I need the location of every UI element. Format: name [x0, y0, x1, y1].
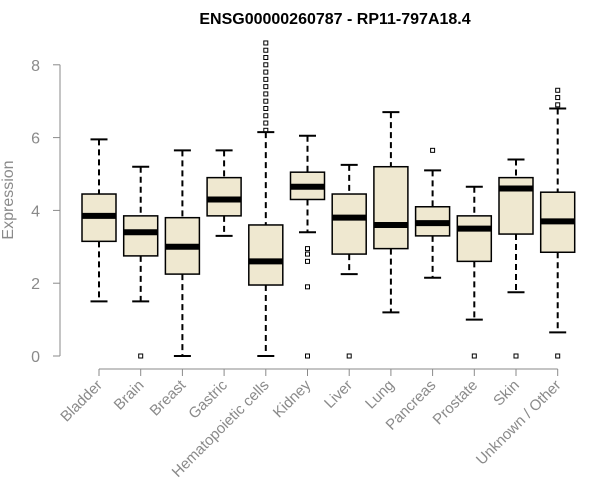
box-hematopoietic-cells	[248, 40, 284, 357]
iqr-box	[373, 165, 409, 250]
outlier-point	[263, 98, 269, 104]
box-prostate	[456, 185, 493, 359]
box-bladder	[81, 138, 117, 303]
outlier-point	[263, 40, 269, 46]
outlier-point	[555, 353, 561, 359]
outlier-point	[263, 84, 269, 90]
box-liver	[331, 163, 367, 359]
outlier-point	[263, 55, 269, 61]
box-kidney	[289, 134, 326, 359]
iqr-box	[248, 224, 284, 286]
outlier-point	[138, 353, 144, 359]
outlier-point	[263, 91, 269, 97]
plot-area	[81, 40, 576, 359]
x-tick-label: Liver	[321, 377, 356, 412]
x-tick-label: Kidney	[270, 376, 315, 421]
box-pancreas	[414, 147, 451, 279]
outlier-point	[430, 147, 436, 153]
box-unknown-other	[539, 87, 576, 359]
y-axis-label: Expression	[0, 160, 17, 239]
y-tick-label: 8	[31, 58, 40, 75]
box-breast	[164, 149, 201, 357]
y-tick-label: 4	[31, 203, 40, 220]
box-lung	[373, 111, 409, 314]
outlier-point	[555, 102, 561, 108]
x-tick-label: Bladder	[57, 377, 106, 426]
chart-title: ENSG00000260787 - RP11-797A18.4	[199, 11, 470, 28]
outlier-point	[263, 105, 269, 111]
iqr-box	[122, 215, 159, 257]
x-tick-label: Breast	[147, 376, 190, 419]
outlier-point	[471, 353, 477, 359]
outlier-point	[305, 258, 310, 264]
iqr-box	[331, 193, 367, 255]
y-tick-label: 0	[31, 349, 40, 366]
outlier-point	[346, 353, 352, 359]
outlier-point	[555, 87, 561, 93]
outlier-point	[305, 246, 310, 252]
y-tick-label: 2	[31, 276, 40, 293]
outlier-point	[263, 113, 269, 119]
x-tick-label: Lung	[362, 377, 398, 413]
outlier-point	[305, 353, 310, 359]
outlier-point	[263, 76, 269, 82]
box-brain	[122, 165, 159, 359]
outlier-point	[305, 284, 310, 290]
box-gastric	[206, 149, 242, 237]
x-tick-label: Prostate	[430, 377, 482, 429]
x-tick-label: Skin	[490, 377, 523, 410]
outlier-point	[263, 62, 269, 68]
box-skin	[498, 158, 534, 359]
outlier-point	[305, 251, 310, 257]
x-tick-label: Brain	[111, 377, 148, 414]
outlier-point	[263, 69, 269, 75]
outlier-point	[263, 120, 269, 126]
iqr-box	[456, 215, 493, 263]
outlier-point	[263, 127, 269, 133]
y-tick-label: 6	[31, 131, 40, 148]
outlier-point	[263, 47, 269, 53]
outlier-point	[513, 353, 519, 359]
outlier-point	[555, 95, 561, 101]
